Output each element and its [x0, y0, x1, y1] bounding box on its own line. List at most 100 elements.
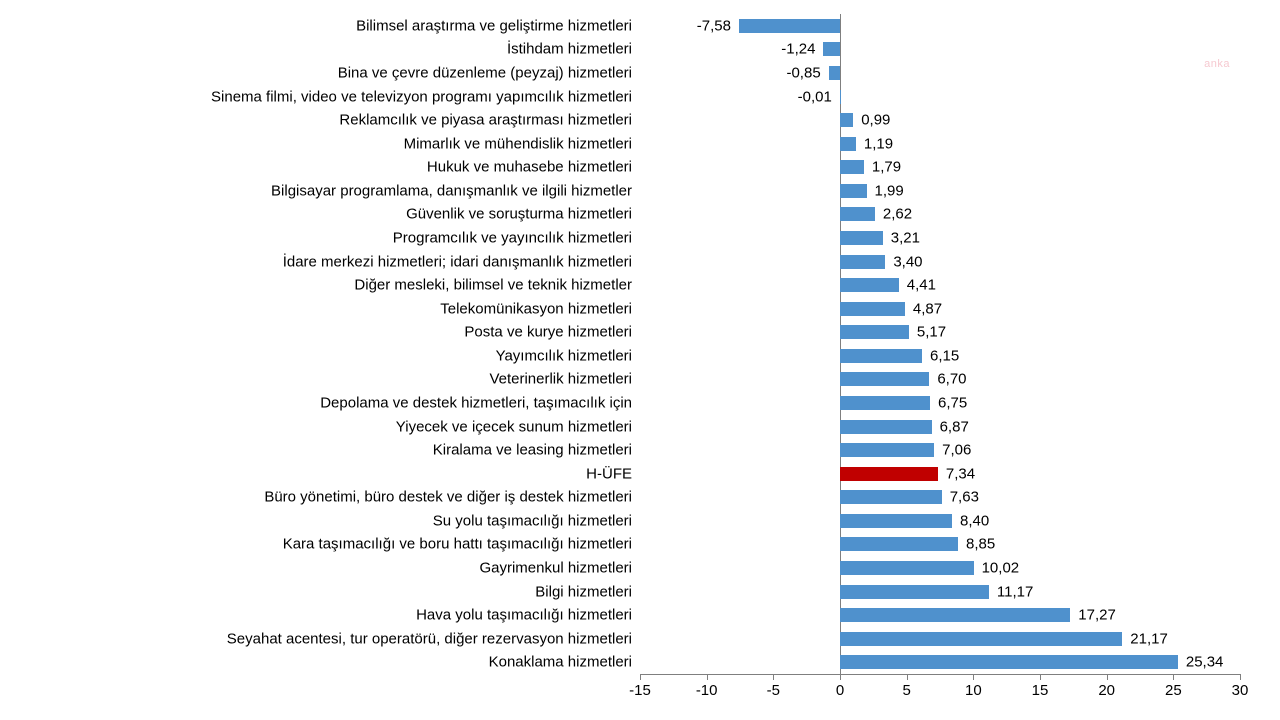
x-axis-tick — [973, 674, 974, 680]
category-label: Kara taşımacılığı ve boru hattı taşımacı… — [283, 536, 632, 553]
x-axis-tick-label: -5 — [767, 682, 780, 699]
value-label: 21,17 — [1130, 630, 1168, 647]
series-row: Bilimsel araştırma ve geliştirme hizmetl… — [0, 14, 1280, 38]
bar — [840, 302, 905, 316]
category-label: Güvenlik ve soruşturma hizmetleri — [406, 206, 632, 223]
bar — [840, 443, 934, 457]
bar — [840, 655, 1178, 669]
category-label: Bilgisayar programlama, danışmanlık ve i… — [271, 182, 632, 199]
series-row: Depolama ve destek hizmetleri, taşımacıl… — [0, 391, 1280, 415]
value-label: 6,75 — [938, 394, 967, 411]
bar — [840, 160, 864, 174]
value-label: -0,85 — [786, 64, 820, 81]
series-row: Kiralama ve leasing hizmetleri7,06 — [0, 438, 1280, 462]
value-label: 4,87 — [913, 300, 942, 317]
series-row: Seyahat acentesi, tur operatörü, diğer r… — [0, 627, 1280, 651]
series-row: Büro yönetimi, büro destek ve diğer iş d… — [0, 485, 1280, 509]
chart-container: anka Bilimsel araştırma ve geliştirme hi… — [0, 0, 1280, 720]
x-axis-baseline — [640, 674, 1240, 675]
series-row: Gayrimenkul hizmetleri 10,02 — [0, 556, 1280, 580]
x-axis-tick-label: 30 — [1232, 682, 1249, 699]
series-row: Bina ve çevre düzenleme (peyzaj) hizmetl… — [0, 61, 1280, 85]
bar — [840, 561, 974, 575]
value-label: 8,40 — [960, 512, 989, 529]
series-row: Bilgisayar programlama, danışmanlık ve i… — [0, 179, 1280, 203]
value-label: 1,99 — [875, 182, 904, 199]
value-label: 0,99 — [861, 112, 890, 129]
x-axis-tick-label: -15 — [629, 682, 651, 699]
bar — [840, 113, 853, 127]
series-row: İstihdam hizmetleri -1,24 — [0, 37, 1280, 61]
value-label: -1,24 — [781, 41, 815, 58]
series-row: Hukuk ve muhasebe hizmetleri1,79 — [0, 155, 1280, 179]
series-row: Yayımcılık hizmetleri 6,15 — [0, 344, 1280, 368]
x-axis-tick — [1173, 674, 1174, 680]
bar — [823, 42, 840, 56]
category-label: Kiralama ve leasing hizmetleri — [433, 442, 632, 459]
series-row: İdare merkezi hizmetleri; idari danışman… — [0, 250, 1280, 274]
value-label: -7,58 — [697, 17, 731, 34]
category-label: Veterinerlik hizmetleri — [489, 371, 632, 388]
x-axis-tick-label: 20 — [1098, 682, 1115, 699]
bar — [840, 585, 989, 599]
category-label: Seyahat acentesi, tur operatörü, diğer r… — [227, 630, 632, 647]
series-row: Güvenlik ve soruşturma hizmetleri 2,62 — [0, 202, 1280, 226]
value-label: 7,63 — [950, 489, 979, 506]
value-label: 25,34 — [1186, 654, 1224, 671]
category-label: Konaklama hizmetleri — [489, 654, 632, 671]
value-label: 1,19 — [864, 135, 893, 152]
series-row: H-ÜFE 7,34 — [0, 462, 1280, 486]
category-label: Bilgi hizmetleri — [535, 583, 632, 600]
x-axis-tick — [707, 674, 708, 680]
x-axis-tick-label: 15 — [1032, 682, 1049, 699]
bar — [829, 66, 840, 80]
x-axis-tick-label: 5 — [902, 682, 910, 699]
value-label: -0,01 — [798, 88, 832, 105]
series-row: Yiyecek ve içecek sunum hizmetleri6,87 — [0, 415, 1280, 439]
series-row: Kara taşımacılığı ve boru hattı taşımacı… — [0, 532, 1280, 556]
series-row: Hava yolu taşımacılığı hizmetleri17,27 — [0, 603, 1280, 627]
value-label: 10,02 — [982, 559, 1020, 576]
category-label: Depolama ve destek hizmetleri, taşımacıl… — [320, 394, 632, 411]
category-label: Su yolu taşımacılığı hizmetleri — [433, 512, 632, 529]
series-row: Telekomünikasyon hizmetleri 4,87 — [0, 297, 1280, 321]
bar — [840, 207, 875, 221]
category-label: Hukuk ve muhasebe hizmetleri — [427, 159, 632, 176]
value-label: 6,15 — [930, 347, 959, 364]
category-label: Telekomünikasyon hizmetleri — [440, 300, 632, 317]
category-label: Bina ve çevre düzenleme (peyzaj) hizmetl… — [338, 64, 632, 81]
series-row: Mimarlık ve mühendislik hizmetleri1,19 — [0, 132, 1280, 156]
category-label: H-ÜFE — [586, 465, 632, 482]
category-label: Yayımcılık hizmetleri — [496, 347, 632, 364]
value-label: 3,21 — [891, 229, 920, 246]
bar — [840, 184, 867, 198]
x-axis-tick-label: 25 — [1165, 682, 1182, 699]
series-row: Reklamcılık ve piyasa araştırması hizmet… — [0, 108, 1280, 132]
series-row: Konaklama hizmetleri 25,34 — [0, 650, 1280, 674]
value-label: 11,17 — [997, 583, 1033, 600]
category-label: Programcılık ve yayıncılık hizmetleri — [393, 229, 632, 246]
value-label: 7,34 — [946, 465, 975, 482]
category-label: Posta ve kurye hizmetleri — [464, 324, 632, 341]
value-label: 6,70 — [937, 371, 966, 388]
bar — [840, 349, 922, 363]
category-label: İstihdam hizmetleri — [507, 41, 632, 58]
x-axis: -15-10-5051015202530 — [640, 674, 1240, 704]
series-row: Posta ve kurye hizmetleri 5,17 — [0, 320, 1280, 344]
bar — [840, 608, 1070, 622]
bar — [840, 231, 883, 245]
bar — [840, 396, 930, 410]
series-row: Programcılık ve yayıncılık hizmetleri 3,2… — [0, 226, 1280, 250]
bar — [840, 537, 958, 551]
category-label: İdare merkezi hizmetleri; idari danışman… — [283, 253, 632, 270]
category-label: Reklamcılık ve piyasa araştırması hizmet… — [339, 112, 632, 129]
bar — [840, 372, 929, 386]
x-axis-tick — [640, 674, 641, 680]
category-label: Büro yönetimi, büro destek ve diğer iş d… — [264, 489, 632, 506]
category-label: Gayrimenkul hizmetleri — [479, 559, 632, 576]
value-label: 2,62 — [883, 206, 912, 223]
bar — [739, 19, 840, 33]
series-row: Veterinerlik hizmetleri 6,70 — [0, 367, 1280, 391]
value-label: 5,17 — [917, 324, 946, 341]
category-label: Yiyecek ve içecek sunum hizmetleri — [396, 418, 632, 435]
